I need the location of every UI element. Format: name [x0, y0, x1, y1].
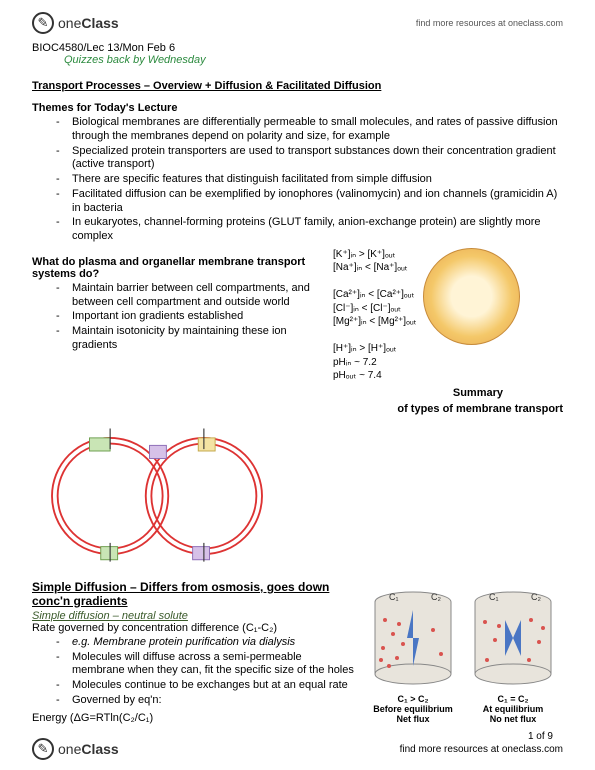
plasma-left-col: What do plasma and organellar membrane t…	[32, 248, 325, 357]
diffusion-item: Governed by eq'n:	[64, 694, 355, 708]
footer-brand-icon: ✎	[32, 738, 54, 760]
course-code-line: BIOC4580/Lec 13/Mon Feb 6	[32, 42, 563, 54]
ion-line: [Ca²⁺]ᵢₙ < [Ca²⁺]ₒᵤₜ	[333, 288, 417, 302]
cylinder-row: C₁ C₂ C₁ C₂	[363, 590, 563, 690]
diffusion-bullets: e.g. Membrane protein purification via d…	[32, 636, 355, 708]
quiz-note: Quizzes back by Wednesday	[64, 54, 563, 66]
page-footer: ✎ oneClass find more resources at onecla…	[32, 738, 563, 760]
footer-brand-text: oneClass	[58, 741, 119, 757]
main-title: Transport Processes – Overview + Diffusi…	[32, 80, 563, 92]
simple-diffusion-title: Simple Diffusion – Differs from osmosis,…	[32, 580, 355, 608]
theme-item: There are specific features that disting…	[64, 173, 563, 187]
brand-prefix: one	[58, 15, 81, 31]
brand-badge-icon: ✎	[32, 12, 54, 34]
diffusion-item: Molecules continue to be exchanges but a…	[64, 679, 355, 693]
footer-brand: ✎ oneClass	[32, 738, 119, 760]
summary-label-1: Summary	[32, 387, 503, 399]
themes-list: Biological membranes are differentially …	[32, 116, 563, 244]
svg-text:C₁: C₁	[389, 592, 399, 602]
plasma-item: Maintain barrier between cell compartmen…	[64, 282, 325, 310]
energy-equation: Energy (ΔG=RTln(C₂/C₁)	[32, 712, 355, 724]
plasma-heading: What do plasma and organellar membrane t…	[32, 256, 325, 280]
themes-heading: Themes for Today's Lecture	[32, 102, 563, 114]
cylinder-after-caption: C₁ = C₂ At equilibrium No net flux	[469, 694, 557, 724]
ion-line: [Na⁺]ᵢₙ < [Na⁺]ₒᵤₜ	[333, 261, 417, 275]
plasma-item: Important ion gradients established	[64, 310, 325, 324]
membrane-transport-figure	[32, 421, 282, 571]
diffusion-item: e.g. Membrane protein purification via d…	[64, 636, 355, 650]
brand-suffix: Class	[81, 15, 118, 31]
ion-gradient-list: [K⁺]ᵢₙ > [K⁺]ₒᵤₜ [Na⁺]ᵢₙ < [Na⁺]ₒᵤₜ [Ca²…	[333, 248, 417, 383]
ion-line: [Mg²⁺]ᵢₙ < [Mg²⁺]ₒᵤₜ	[333, 315, 417, 329]
footer-link-text: find more resources at oneclass.com	[400, 744, 563, 755]
summary-label-block: Summary of types of membrane transport	[32, 383, 563, 415]
theme-item: Specialized protein transporters are use…	[64, 145, 563, 173]
plasma-right-col: [K⁺]ᵢₙ > [K⁺]ₒᵤₜ [Na⁺]ᵢₙ < [Na⁺]ₒᵤₜ [Ca²…	[333, 248, 563, 383]
plasma-section: What do plasma and organellar membrane t…	[32, 248, 563, 383]
cylinder-diffusion-figure: C₁ C₂ C₁ C₂	[363, 590, 563, 724]
theme-item: In eukaryotes, channel-forming proteins …	[64, 216, 563, 244]
cylinder-before-icon: C₁ C₂	[369, 590, 457, 690]
simple-diffusion-section: Simple Diffusion – Differs from osmosis,…	[32, 574, 563, 724]
rate-line: Rate governed by concentration differenc…	[32, 622, 355, 634]
plasma-item: Maintain isotonicity by maintaining thes…	[64, 325, 325, 353]
summary-label-2: of types of membrane transport	[32, 403, 563, 415]
ion-line: [Cl⁻]ᵢₙ < [Cl⁻]ₒᵤₜ	[333, 302, 417, 316]
svg-text:C₁: C₁	[489, 592, 499, 602]
header-link-text: find more resources at oneclass.com	[416, 18, 563, 28]
ion-line: pHᵢₙ ~ 7.2	[333, 356, 417, 370]
brand-logo: ✎ oneClass	[32, 12, 119, 34]
simple-diffusion-subtitle: Simple diffusion – neutral solute	[32, 610, 355, 622]
ion-line: [H⁺]ᵢₙ > [H⁺]ₒᵤₜ	[333, 342, 417, 356]
diffusion-item: Molecules will diffuse across a semi-per…	[64, 651, 355, 679]
plasma-bullets: Maintain barrier between cell compartmen…	[32, 282, 325, 353]
cylinder-captions: C₁ > C₂ Before equilibrium Net flux C₁ =…	[363, 694, 563, 724]
brand-text: oneClass	[58, 15, 119, 31]
cell-diagram-icon	[423, 248, 520, 345]
simple-diffusion-text: Simple Diffusion – Differs from osmosis,…	[32, 574, 355, 724]
svg-text:C₂: C₂	[431, 592, 441, 602]
svg-text:C₂: C₂	[531, 592, 541, 602]
page-header: ✎ oneClass find more resources at onecla…	[32, 12, 563, 34]
summary-row: Summary of types of membrane transport	[32, 383, 563, 415]
cylinder-before-caption: C₁ > C₂ Before equilibrium Net flux	[369, 694, 457, 724]
ion-line: pHₒᵤₜ ~ 7.4	[333, 369, 417, 383]
theme-item: Biological membranes are differentially …	[64, 116, 563, 144]
theme-item: Facilitated diffusion can be exemplified…	[64, 188, 563, 216]
cylinder-after-icon: C₁ C₂	[469, 590, 557, 690]
document-page: ✎ oneClass find more resources at onecla…	[0, 0, 595, 770]
ion-line: [K⁺]ᵢₙ > [K⁺]ₒᵤₜ	[333, 248, 417, 262]
